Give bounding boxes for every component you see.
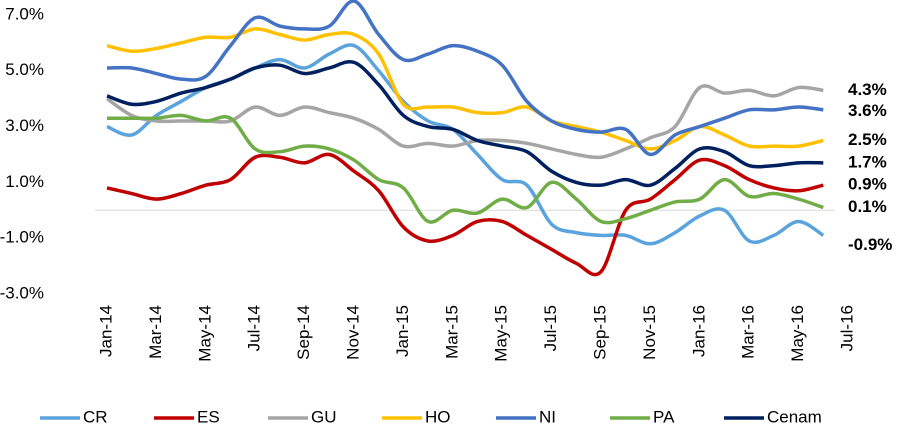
- x-tick-label: Jan-14: [96, 305, 115, 357]
- y-tick-label: 5.0%: [5, 60, 44, 79]
- legend-label: NI: [539, 407, 556, 426]
- end-label: 0.1%: [848, 197, 887, 216]
- y-tick-label: 1.0%: [5, 172, 44, 191]
- y-tick-label: -3.0%: [0, 283, 44, 302]
- legend-label: GU: [311, 407, 337, 426]
- x-tick-label: Jul-15: [541, 305, 560, 351]
- x-tick-label: Nov-15: [640, 305, 659, 360]
- x-tick-label: May-16: [788, 305, 807, 362]
- series-line: [106, 60, 824, 188]
- end-label: 4.3%: [848, 80, 887, 99]
- end-label: 3.6%: [848, 101, 887, 120]
- x-tick-label: Sep-14: [294, 305, 313, 360]
- end-label: 1.7%: [848, 152, 887, 171]
- x-tick-label: Jul-14: [245, 305, 264, 351]
- x-tick-label: Jul-16: [837, 305, 856, 351]
- x-tick-label: Sep-15: [590, 305, 609, 360]
- end-label: -0.9%: [848, 235, 892, 254]
- y-tick-label: -1.0%: [0, 228, 44, 247]
- x-tick-label: Nov-14: [343, 305, 362, 360]
- legend-label: PA: [653, 407, 675, 426]
- end-label: 0.9%: [848, 175, 887, 194]
- series-line: [106, 152, 824, 277]
- legend-label: HO: [425, 407, 451, 426]
- x-tick-label: Mar-16: [739, 305, 758, 359]
- x-tick-label: Mar-15: [442, 305, 461, 359]
- series-line: [106, 0, 824, 157]
- series-line: [105, 84, 824, 160]
- legend-label: CR: [83, 407, 108, 426]
- series-line: [106, 113, 824, 225]
- y-tick-label: 7.0%: [5, 4, 44, 23]
- x-tick-label: May-14: [195, 305, 214, 362]
- x-tick-label: Mar-14: [146, 305, 165, 359]
- legend-label: Cenam: [767, 407, 822, 426]
- x-tick-label: Jan-15: [393, 305, 412, 357]
- legend-label: ES: [197, 407, 220, 426]
- y-tick-label: 3.0%: [5, 116, 44, 135]
- x-tick-label: Jan-16: [689, 305, 708, 357]
- end-label: 2.5%: [848, 130, 887, 149]
- x-tick-label: May-15: [492, 305, 511, 362]
